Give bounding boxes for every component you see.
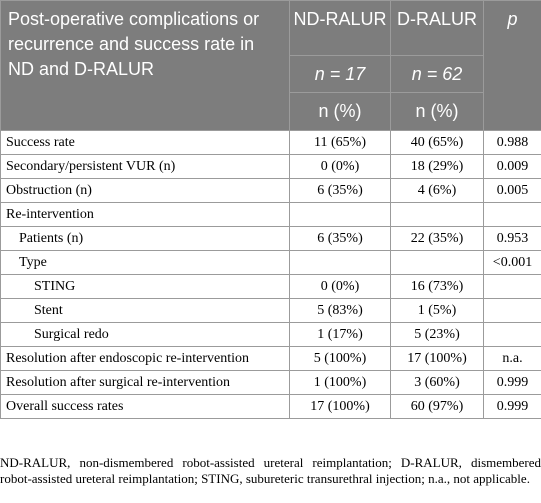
d-value: 18 (29%) bbox=[390, 154, 484, 179]
table-container: Post-operative complications or recurren… bbox=[0, 0, 541, 419]
d-value: 4 (6%) bbox=[390, 178, 484, 203]
d-value: 5 (23%) bbox=[390, 322, 484, 347]
d-value bbox=[390, 202, 484, 227]
p-value: 0.999 bbox=[483, 394, 541, 419]
row-label: Resolution after surgical re-interventio… bbox=[0, 370, 290, 395]
nd-value: 0 (0%) bbox=[289, 274, 391, 299]
row-label: Overall success rates bbox=[0, 394, 290, 419]
table-row: Surgical redo 1 (17%) 5 (23%) bbox=[0, 322, 541, 347]
d-value: 17 (100%) bbox=[390, 346, 484, 371]
d-value: 22 (35%) bbox=[390, 226, 484, 251]
table-row: Type <0.001 bbox=[0, 250, 541, 275]
p-value: 0.005 bbox=[483, 178, 541, 203]
results-table: Post-operative complications or recurren… bbox=[0, 0, 541, 419]
row-label: Surgical redo bbox=[0, 322, 290, 347]
nd-value: 17 (100%) bbox=[289, 394, 391, 419]
table-row: Re-intervention bbox=[0, 202, 541, 227]
nd-value bbox=[289, 202, 391, 227]
d-value: 60 (97%) bbox=[390, 394, 484, 419]
p-value: n.a. bbox=[483, 346, 541, 371]
row-label: Obstruction (n) bbox=[0, 178, 290, 203]
nd-value: 0 (0%) bbox=[289, 154, 391, 179]
p-value bbox=[483, 298, 541, 323]
table-row: Resolution after endoscopic re-intervent… bbox=[0, 346, 541, 371]
p-value: 0.988 bbox=[483, 130, 541, 155]
table-row: Overall success rates 17 (100%) 60 (97%)… bbox=[0, 394, 541, 419]
p-value: 0.953 bbox=[483, 226, 541, 251]
d-value bbox=[390, 250, 484, 275]
d-value: 1 (5%) bbox=[390, 298, 484, 323]
table-footnote: ND-RALUR, non-dismembered robot-assisted… bbox=[0, 455, 541, 486]
row-label: STING bbox=[0, 274, 290, 299]
row-label: Resolution after endoscopic re-intervent… bbox=[0, 346, 290, 371]
row-label: Re-intervention bbox=[0, 202, 290, 227]
d-value: 40 (65%) bbox=[390, 130, 484, 155]
column-header-nd-ralur: ND-RALUR bbox=[289, 0, 391, 56]
table-row: Success rate 11 (65%) 40 (65%) 0.988 bbox=[0, 130, 541, 155]
nd-value: 11 (65%) bbox=[289, 130, 391, 155]
sample-size-nd-text: n = 17 bbox=[314, 63, 366, 84]
table-caption: Post-operative complications or recurren… bbox=[0, 0, 290, 131]
p-value bbox=[483, 274, 541, 299]
nd-value: 6 (35%) bbox=[289, 178, 391, 203]
p-value: 0.009 bbox=[483, 154, 541, 179]
unit-d: n (%) bbox=[390, 92, 484, 131]
table-row: Obstruction (n) 6 (35%) 4 (6%) 0.005 bbox=[0, 178, 541, 203]
p-value bbox=[483, 202, 541, 227]
sample-size-d: n = 62 bbox=[390, 54, 484, 94]
d-value: 16 (73%) bbox=[390, 274, 484, 299]
table-row: Resolution after surgical re-interventio… bbox=[0, 370, 541, 395]
sample-size-nd: n = 17 bbox=[289, 54, 391, 94]
column-header-d-ralur: D-RALUR bbox=[390, 0, 484, 56]
nd-value bbox=[289, 250, 391, 275]
table-row: STING 0 (0%) 16 (73%) bbox=[0, 274, 541, 299]
p-value bbox=[483, 322, 541, 347]
d-value: 3 (60%) bbox=[390, 370, 484, 395]
table-row: Stent 5 (83%) 1 (5%) bbox=[0, 298, 541, 323]
nd-value: 6 (35%) bbox=[289, 226, 391, 251]
sample-size-d-text: n = 62 bbox=[411, 63, 463, 84]
nd-value: 5 (83%) bbox=[289, 298, 391, 323]
column-header-p: p bbox=[483, 0, 541, 131]
row-label: Stent bbox=[0, 298, 290, 323]
unit-nd: n (%) bbox=[289, 92, 391, 131]
nd-value: 1 (100%) bbox=[289, 370, 391, 395]
row-label: Patients (n) bbox=[0, 226, 290, 251]
p-value: <0.001 bbox=[483, 250, 541, 275]
row-label: Type bbox=[0, 250, 290, 275]
table-row: Secondary/persistent VUR (n) 0 (0%) 18 (… bbox=[0, 154, 541, 179]
row-label: Success rate bbox=[0, 130, 290, 155]
nd-value: 5 (100%) bbox=[289, 346, 391, 371]
table-row: Patients (n) 6 (35%) 22 (35%) 0.953 bbox=[0, 226, 541, 251]
nd-value: 1 (17%) bbox=[289, 322, 391, 347]
p-value: 0.999 bbox=[483, 370, 541, 395]
row-label: Secondary/persistent VUR (n) bbox=[0, 154, 290, 179]
